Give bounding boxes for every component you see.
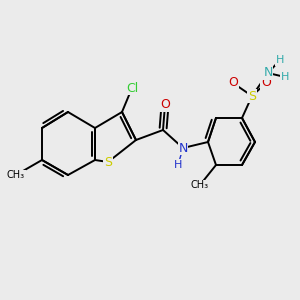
Text: N: N bbox=[178, 142, 188, 154]
Text: S: S bbox=[104, 155, 112, 169]
Text: O: O bbox=[228, 76, 238, 89]
Text: H: H bbox=[174, 160, 182, 170]
Text: O: O bbox=[261, 76, 271, 89]
Text: H: H bbox=[276, 55, 284, 65]
Text: CH₃: CH₃ bbox=[191, 180, 209, 190]
Text: O: O bbox=[160, 98, 170, 112]
Text: CH₃: CH₃ bbox=[7, 170, 25, 180]
Text: N: N bbox=[263, 67, 273, 80]
Text: Cl: Cl bbox=[126, 82, 138, 94]
Text: S: S bbox=[248, 89, 256, 103]
Text: H: H bbox=[281, 72, 289, 82]
